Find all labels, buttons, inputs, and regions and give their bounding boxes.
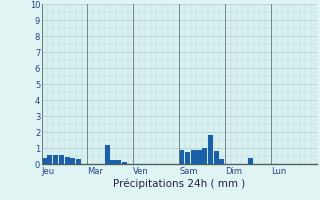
X-axis label: Précipitations 24h ( mm ): Précipitations 24h ( mm ) [113,179,245,189]
Bar [185,152,190,164]
Bar [214,151,219,164]
Bar [70,158,76,164]
Bar [202,148,207,164]
Bar [116,160,121,164]
Bar [59,155,64,164]
Bar [208,135,213,164]
Bar [219,159,225,164]
Bar [191,150,196,164]
Bar [179,150,184,164]
Bar [248,158,253,164]
Bar [196,150,202,164]
Bar [122,162,127,164]
Bar [47,155,52,164]
Bar [110,160,116,164]
Bar [76,159,81,164]
Bar [65,157,70,164]
Bar [53,155,58,164]
Bar [105,145,110,164]
Bar [42,158,47,164]
